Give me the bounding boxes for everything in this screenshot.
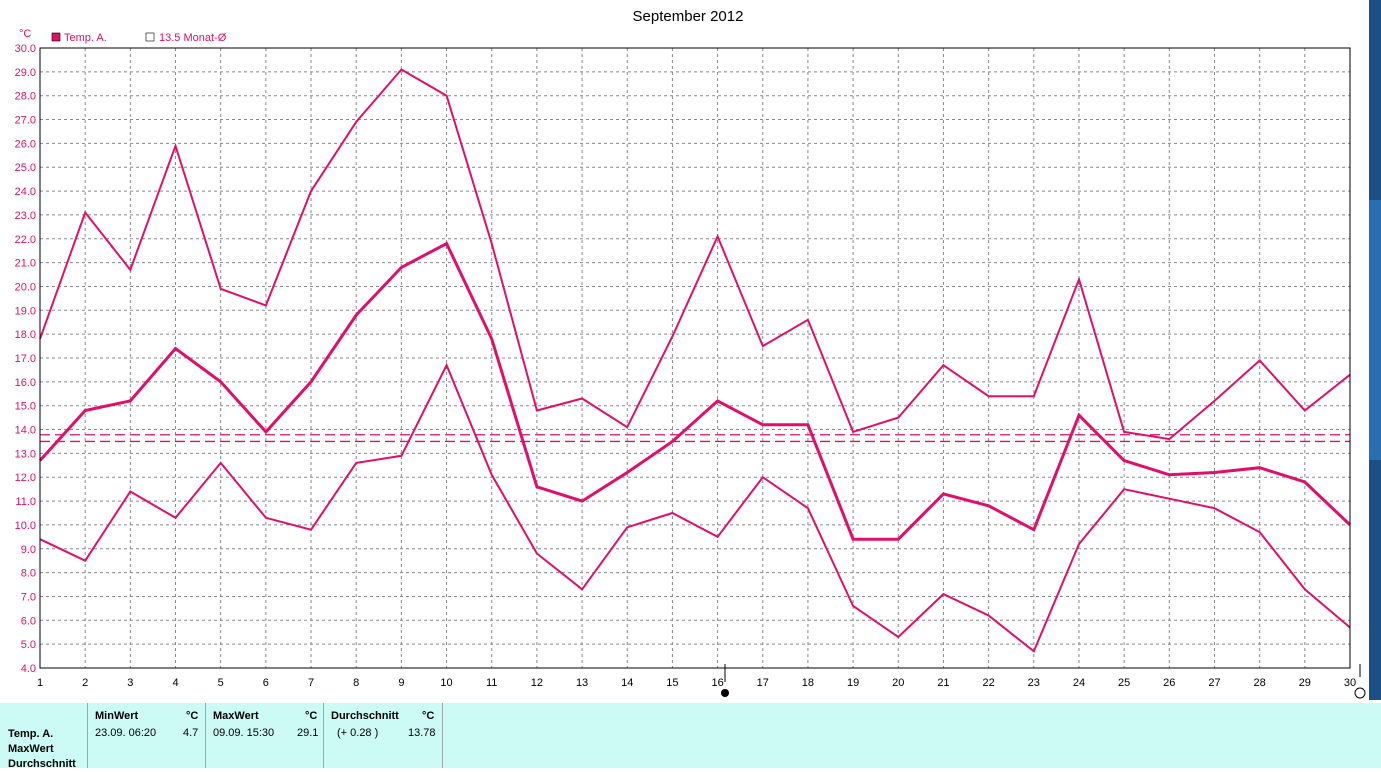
- y-tick-label: 8.0: [21, 568, 36, 580]
- x-tick-label: 30: [1344, 677, 1356, 689]
- y-tick-label: 23.0: [15, 210, 36, 222]
- max-unit: °C: [305, 710, 318, 722]
- y-tick-label: 6.0: [21, 615, 36, 627]
- y-tick-label: 25.0: [15, 162, 36, 174]
- y-tick-label: 15.0: [15, 401, 36, 413]
- grid: [39, 47, 1351, 669]
- stats-row-temp: Temp. A.: [8, 728, 54, 740]
- stats-row-labels: Temp. A. MaxWert Durchschnitt: [8, 727, 76, 772]
- legend-swatch-filled: [51, 32, 61, 42]
- x-tick-label: 9: [398, 677, 404, 689]
- statistics-panel: Temp. A. MaxWert Durchschnitt MinWert °C…: [0, 703, 1381, 770]
- min-header: MinWert: [95, 710, 139, 722]
- x-tick-label: 3: [127, 677, 133, 689]
- x-tick-label: 27: [1208, 677, 1220, 689]
- cursor-dot-icon[interactable]: [721, 689, 729, 697]
- x-tick-label: 29: [1299, 677, 1311, 689]
- y-tick-label: 12.0: [15, 472, 36, 484]
- y-tick-label: 7.0: [21, 591, 36, 603]
- plot-frame: [39, 47, 1351, 669]
- x-tick-label: 14: [621, 677, 633, 689]
- x-tick-label: 24: [1073, 677, 1085, 689]
- series-line-0: [38, 241, 1352, 541]
- max-header: MaxWert: [213, 710, 259, 722]
- avg-value: 13.78: [408, 727, 436, 739]
- y-tick-label: 22.0: [15, 234, 36, 246]
- x-tick-label: 18: [802, 677, 814, 689]
- y-tick-label: 4.0: [21, 663, 36, 675]
- chart-title: September 2012: [633, 8, 744, 25]
- x-tick-label: 26: [1163, 677, 1175, 689]
- y-tick-label: 11.0: [15, 496, 36, 508]
- stats-avg-column: Durchschnitt °C (+ 0.28 ) 13.78: [323, 703, 443, 768]
- y-tick-label: 17.0: [15, 353, 36, 365]
- avg-unit: °C: [422, 710, 435, 722]
- x-axis-ticks: 1 2 3 4 5 6 7 8 9 10 11 12 13 14 15 16 17 18 19 20 21 22 23 24 2…: [37, 677, 1356, 689]
- y-tick-label: 10.0: [15, 520, 36, 532]
- x-tick-label: 23: [1028, 677, 1040, 689]
- avg-note: (+ 0.28 ): [337, 727, 379, 739]
- series-line-2: [39, 362, 1351, 653]
- stats-min-column: MinWert °C 23.09. 06:20 4.7: [87, 703, 206, 768]
- x-tick-label: 21: [937, 677, 949, 689]
- x-tick-label: 10: [440, 677, 452, 689]
- y-tick-label: 19.0: [15, 305, 36, 317]
- max-date: 09.09. 15:30: [213, 727, 275, 739]
- y-tick-label: 16.0: [15, 377, 36, 389]
- legend-label-temp: Temp. A.: [64, 32, 107, 44]
- y-tick-label: 27.0: [15, 115, 36, 127]
- right-scroll-strip: [1369, 0, 1381, 700]
- legend-label-average: 13.5 Monat-Ø: [159, 32, 227, 44]
- max-value: 29.1: [297, 727, 319, 739]
- x-tick-label: 16: [711, 677, 723, 689]
- x-tick-label: 6: [263, 677, 269, 689]
- x-tick-label: 13: [576, 677, 588, 689]
- stats-row-avg: Durchschnitt: [8, 758, 76, 770]
- x-tick-label: 7: [308, 677, 314, 689]
- stats-row-max: MaxWert: [8, 743, 54, 755]
- y-tick-label: 13.0: [15, 448, 36, 460]
- y-tick-label: 29.0: [15, 67, 36, 79]
- x-tick-label: 4: [172, 677, 178, 689]
- x-tick-label: 25: [1118, 677, 1130, 689]
- min-value: 4.7: [183, 727, 199, 739]
- y-axis-unit: °C: [19, 28, 31, 40]
- x-tick-label: 1: [37, 677, 43, 689]
- y-tick-label: 30.0: [15, 43, 36, 55]
- y-tick-label: 26.0: [15, 138, 36, 150]
- y-tick-label: 24.0: [15, 186, 36, 198]
- y-tick-label: 28.0: [15, 91, 36, 103]
- series-lines: [38, 68, 1352, 653]
- stats-max-column: MaxWert °C 09.09. 15:30 29.1: [205, 703, 324, 768]
- min-unit: °C: [186, 710, 199, 722]
- legend-swatch-open: [145, 32, 155, 42]
- y-tick-label: 20.0: [15, 281, 36, 293]
- avg-header: Durchschnitt: [331, 710, 399, 722]
- end-circle-icon[interactable]: [1354, 687, 1366, 699]
- x-tick-label: 12: [531, 677, 543, 689]
- x-tick-label: 28: [1254, 677, 1266, 689]
- x-tick-label: 17: [757, 677, 769, 689]
- x-tick-label: 22: [982, 677, 994, 689]
- y-tick-label: 21.0: [15, 258, 36, 270]
- y-axis-ticks: 4.0 5.0 6.0 7.0 8.0 9.0 10.0 11.0 12.0 13.0 14.0 15…: [15, 43, 36, 675]
- y-tick-label: 18.0: [15, 329, 36, 341]
- x-tick-label: 11: [486, 677, 497, 689]
- legend: Temp. A. 13.5 Monat-Ø: [51, 32, 227, 44]
- x-tick-label: 20: [892, 677, 904, 689]
- x-tick-label: 2: [82, 677, 88, 689]
- x-tick-label: 8: [353, 677, 359, 689]
- series-line-1: [39, 68, 1351, 441]
- temperature-chart: September 2012 °C Temp. A. 13.5 Monat-Ø …: [15, 8, 1366, 699]
- reference-lines: [40, 434, 1350, 443]
- x-tick-label: 15: [666, 677, 678, 689]
- y-tick-label: 5.0: [21, 639, 36, 651]
- y-tick-label: 9.0: [21, 544, 36, 556]
- y-tick-label: 14.0: [15, 425, 36, 437]
- x-tick-label: 5: [218, 677, 224, 689]
- x-tick-label: 19: [847, 677, 859, 689]
- min-date: 23.09. 06:20: [95, 727, 157, 739]
